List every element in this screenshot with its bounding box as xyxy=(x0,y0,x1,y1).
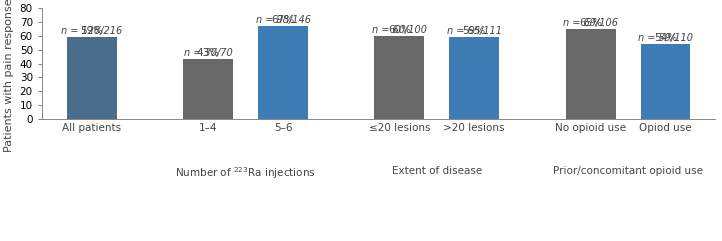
Text: n = 60/100: n = 60/100 xyxy=(372,13,427,35)
Text: n = 98/146: n = 98/146 xyxy=(256,3,310,25)
Text: 43%: 43% xyxy=(196,48,219,58)
Bar xyxy=(640,44,690,119)
Text: 67%: 67% xyxy=(271,15,295,25)
Bar xyxy=(183,60,233,119)
Text: n = 128/216: n = 128/216 xyxy=(61,14,123,36)
Text: n = 30/70: n = 30/70 xyxy=(184,37,232,58)
Text: Prior/concomitant opioid use: Prior/concomitant opioid use xyxy=(553,166,703,175)
Text: n = 59/110: n = 59/110 xyxy=(638,21,693,43)
Bar xyxy=(258,26,308,119)
Bar xyxy=(449,37,499,119)
Bar xyxy=(375,36,425,119)
Text: 54%: 54% xyxy=(654,33,677,43)
Y-axis label: Patients with pain response (%): Patients with pain response (%) xyxy=(4,0,14,152)
Text: 60%: 60% xyxy=(388,25,411,35)
Text: Number of $^{223}$Ra injections: Number of $^{223}$Ra injections xyxy=(175,166,316,181)
Text: 59%: 59% xyxy=(80,26,103,36)
Text: Extent of disease: Extent of disease xyxy=(392,166,482,175)
Text: 59%: 59% xyxy=(463,26,486,36)
Bar xyxy=(67,37,117,119)
Text: n = 69/106: n = 69/106 xyxy=(563,6,618,28)
Bar xyxy=(566,29,616,119)
Text: 65%: 65% xyxy=(579,18,602,28)
Text: n = 65/111: n = 65/111 xyxy=(447,14,502,36)
